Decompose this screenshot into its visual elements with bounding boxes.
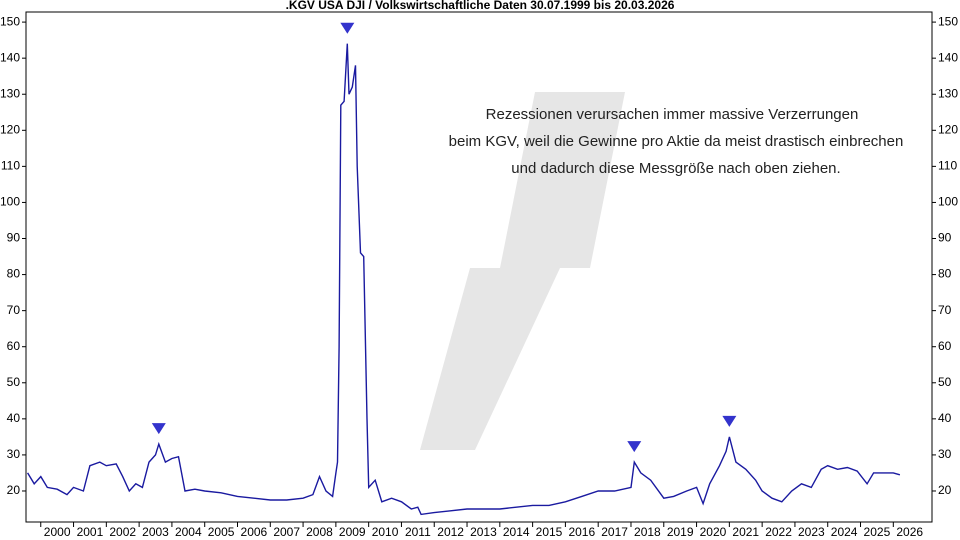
x-tick-label: 2003 <box>142 525 169 539</box>
x-tick-label: 2017 <box>601 525 628 539</box>
peak-marker <box>151 423 166 435</box>
y-tick-label: 150 <box>0 14 20 28</box>
x-tick-label: 2022 <box>765 525 792 539</box>
x-tick-label: 2011 <box>405 525 431 539</box>
y2-tick-label: 30 <box>938 447 952 461</box>
x-tick-label: 2014 <box>503 525 530 539</box>
x-tick-label: 2018 <box>634 525 661 539</box>
y-tick-label: 50 <box>7 375 21 389</box>
annotation: Rezessionen verursachen immer massive Ve… <box>486 106 859 123</box>
peak-marker <box>340 22 355 34</box>
y-tick-label: 140 <box>0 50 20 64</box>
plot-frame <box>25 11 933 523</box>
x-tick-label: 2009 <box>339 525 366 539</box>
y-tick-label: 40 <box>7 411 21 425</box>
x-tick-label: 2015 <box>536 525 563 539</box>
x-tick-label: 2012 <box>437 525 464 539</box>
x-tick-label: 2005 <box>208 525 235 539</box>
y2-tick-label: 90 <box>938 231 952 245</box>
y2-tick-label: 120 <box>938 122 958 136</box>
y-tick-label: 60 <box>7 339 21 353</box>
x-tick-label: 2025 <box>864 525 891 539</box>
y2-tick-label: 70 <box>938 303 952 317</box>
y2-tick-label: 130 <box>938 86 958 100</box>
y-tick-label: 120 <box>0 122 20 136</box>
y-tick-label: 110 <box>1 159 20 173</box>
y-tick-label: 30 <box>7 447 21 461</box>
watermark <box>420 92 625 450</box>
annotation: und dadurch diese Messgröße nach oben zi… <box>511 160 840 177</box>
annotation: beim KGV, weil die Gewinne pro Aktie da … <box>449 133 904 150</box>
x-tick-label: 2007 <box>273 525 300 539</box>
y2-tick-label: 150 <box>938 14 958 28</box>
peak-marker <box>627 441 642 453</box>
y-tick-label: 80 <box>7 267 21 281</box>
y-tick-label: 90 <box>7 231 21 245</box>
x-tick-label: 2023 <box>798 525 825 539</box>
x-tick-label: 2008 <box>306 525 333 539</box>
chart-title: .KGV USA DJI / Volkswirtschaftliche Date… <box>286 0 675 12</box>
x-tick-label: 2016 <box>568 525 595 539</box>
line <box>27 43 901 516</box>
x-tick-label: 2001 <box>77 525 104 539</box>
y2-tick-label: 80 <box>938 267 952 281</box>
y-tick-label: 70 <box>7 303 21 317</box>
y2-tick-label: 110 <box>938 159 957 173</box>
y2-tick-label: 40 <box>938 411 952 425</box>
x-tick-label: 2000 <box>44 525 71 539</box>
x-tick-label: 2024 <box>831 525 858 539</box>
y2-tick-label: 100 <box>938 195 958 209</box>
y-tick-label: 20 <box>7 483 21 497</box>
x-tick-label: 2006 <box>241 525 268 539</box>
y2-tick-label: 50 <box>938 375 952 389</box>
x-tick-label: 2010 <box>372 525 399 539</box>
x-tick-label: 2004 <box>175 525 202 539</box>
y-tick-label: 130 <box>0 86 20 100</box>
y2-tick-label: 140 <box>938 50 958 64</box>
x-tick-label: 2002 <box>109 525 136 539</box>
x-tick-label: 2019 <box>667 525 694 539</box>
peak-marker <box>722 415 737 427</box>
x-tick-label: 2013 <box>470 525 497 539</box>
x-tick-label: 2026 <box>896 525 923 539</box>
y2-tick-label: 60 <box>938 339 952 353</box>
x-tick-label: 2020 <box>700 525 727 539</box>
y-tick-label: 100 <box>0 195 20 209</box>
y2-tick-label: 20 <box>938 483 952 497</box>
x-tick-label: 2021 <box>732 525 759 539</box>
